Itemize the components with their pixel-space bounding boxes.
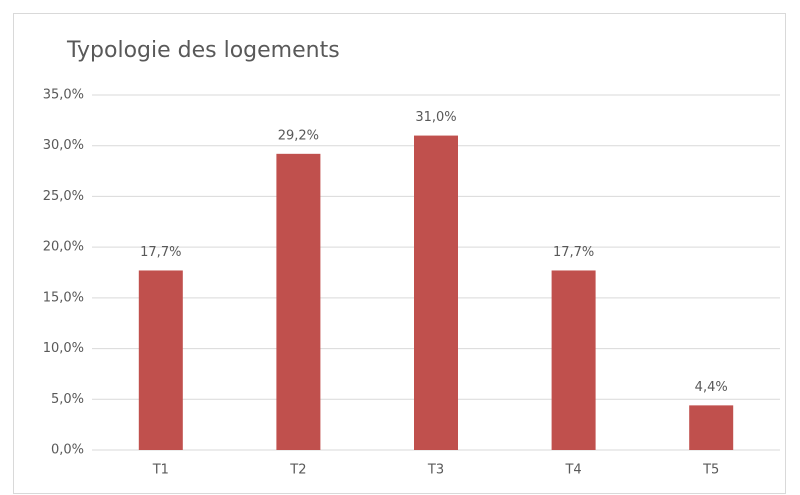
y-tick-label: 0,0% bbox=[51, 443, 84, 458]
data-label: 17,7% bbox=[553, 245, 594, 260]
x-tick-label: T4 bbox=[564, 463, 581, 478]
chart-border bbox=[13, 13, 786, 494]
y-tick-label: 25,0% bbox=[43, 189, 84, 204]
data-label: 31,0% bbox=[415, 110, 456, 125]
bar bbox=[414, 135, 458, 451]
bar bbox=[276, 153, 321, 451]
bar bbox=[689, 405, 734, 450]
y-tick-label: 5,0% bbox=[51, 392, 84, 407]
y-tick-label: 30,0% bbox=[43, 138, 84, 153]
x-tick-label: T1 bbox=[152, 463, 169, 478]
x-tick-label: T2 bbox=[289, 463, 306, 478]
bar bbox=[138, 270, 183, 450]
x-tick-label: T5 bbox=[702, 463, 719, 478]
data-label: 29,2% bbox=[278, 128, 319, 143]
chart-title: Typologie des logements bbox=[66, 38, 340, 63]
y-tick-label: 10,0% bbox=[43, 341, 84, 356]
x-tick-label: T3 bbox=[427, 463, 444, 478]
bar bbox=[551, 270, 596, 450]
y-tick-label: 35,0% bbox=[43, 88, 84, 103]
data-label: 17,7% bbox=[140, 245, 181, 260]
y-tick-label: 15,0% bbox=[43, 290, 84, 305]
data-label: 4,4% bbox=[695, 380, 728, 395]
y-tick-label: 20,0% bbox=[43, 240, 84, 255]
